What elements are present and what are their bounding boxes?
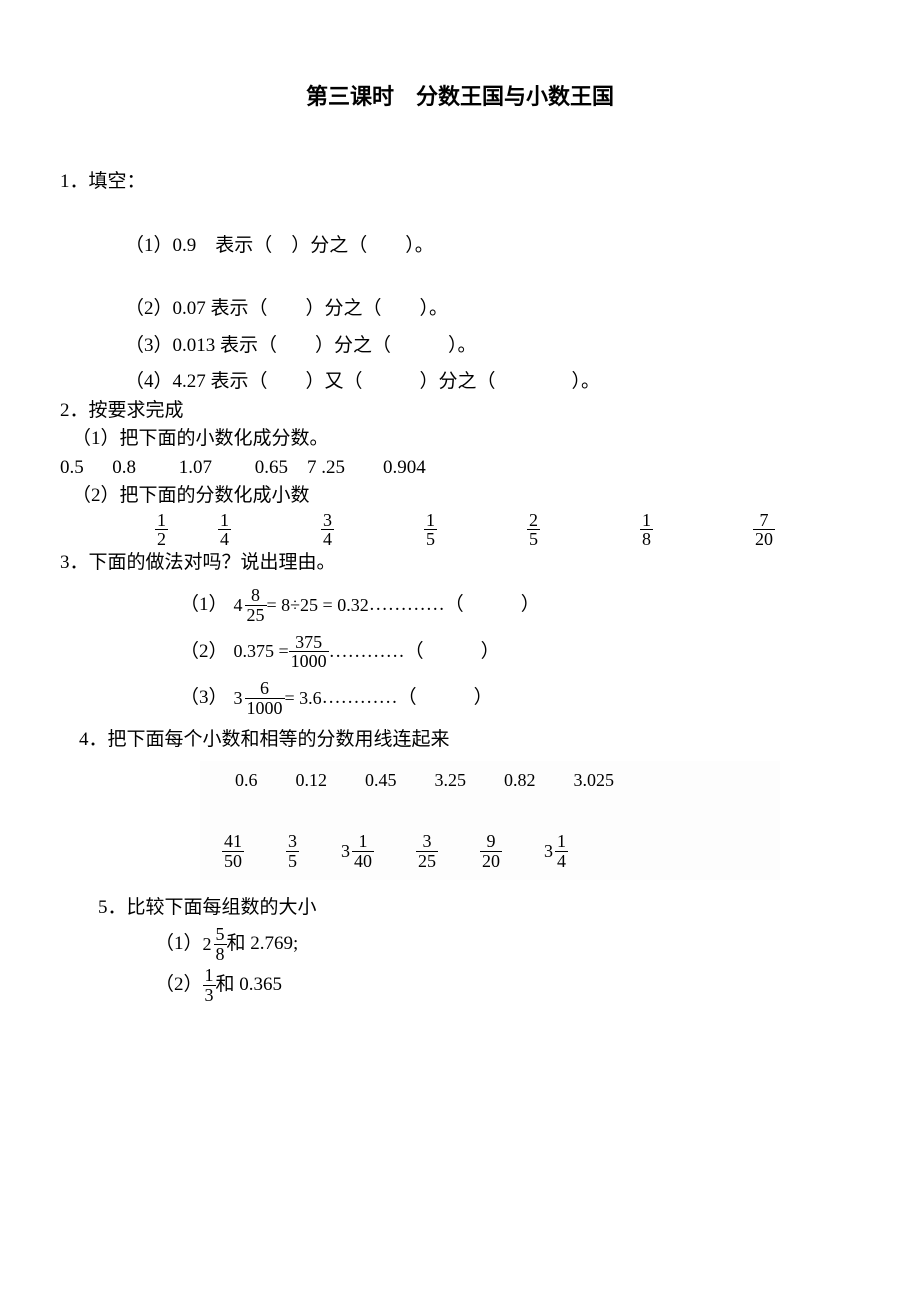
q1-item-3: （3）0.013 表示（ ）分之（ ）。 [60,332,860,361]
fraction: 15 [424,511,437,550]
mixed-number: 4 825 [234,586,267,625]
q5-item-2: （2） 13 和 0.365 [60,966,860,1005]
q5-item-1: （1） 2 58 和 2.769; [60,925,860,964]
fraction: 4150 [222,832,244,871]
fraction: 3751000 [289,633,329,672]
mixed-number: 2 58 [203,925,227,964]
mixed-number: 3140 [341,832,374,871]
q2-decimals: 0.5 0.8 1.07 0.65 7 .25 0.904 [60,454,860,483]
q4-top-row: 0.6 0.12 0.45 3.25 0.82 3.025 [210,767,770,794]
q4-matching-box: 0.6 0.12 0.45 3.25 0.82 3.025 4150 35 31… [200,761,780,881]
q3-item-3: （3） 3 61000 = 3.6 …………（ ） [60,679,860,718]
fraction: 25 [527,511,540,550]
q2-sub2: （2）把下面的分数化成小数 [60,482,860,511]
q3-item-1: （1） 4 825 = 8÷25 = 0.32 …………（ ） [60,586,860,625]
mixed-number: 3 61000 [234,679,285,718]
worksheet-page: 第三课时 分数王国与小数王国 1．填空： （1）0.9 表示（ ）分之（ ）。 … [0,0,920,1064]
fraction: 14 [218,511,231,550]
q1-item-2: （2）0.07 表示（ ）分之（ ）。 [60,295,860,324]
q5-heading: 5．比较下面每组数的大小 [60,894,860,923]
q2-sub1: （1）把下面的小数化成分数。 [60,425,860,454]
fraction: 18 [640,511,653,550]
q4-bottom-row: 4150 35 3140 325 920 314 [210,832,770,871]
q3-item-2: （2） 0.375 = 3751000 …………（ ） [60,633,860,672]
page-title: 第三课时 分数王国与小数王国 [60,80,860,113]
q4-heading: 4．把下面每个小数和相等的分数用线连起来 [60,726,860,755]
fraction: 720 [753,511,775,550]
fraction: 34 [321,511,334,550]
fraction: 12 [155,511,168,550]
q2-heading: 2．按要求完成 [60,397,860,426]
q1-heading: 1．填空： [60,168,860,197]
q3-heading: 3．下面的做法对吗？说出理由。 [60,549,860,578]
fraction: 13 [203,966,216,1005]
fraction: 35 [286,832,299,871]
mixed-number: 314 [544,832,568,871]
q1-item-1: （1）0.9 表示（ ）分之（ ）。 [60,232,860,261]
q2-fraction-row: 12 14 34 15 25 18 720 [60,511,860,550]
q1-item-4: （4）4.27 表示（ ）又（ ）分之（ ）。 [60,368,860,397]
fraction: 920 [480,832,502,871]
fraction: 325 [416,832,438,871]
